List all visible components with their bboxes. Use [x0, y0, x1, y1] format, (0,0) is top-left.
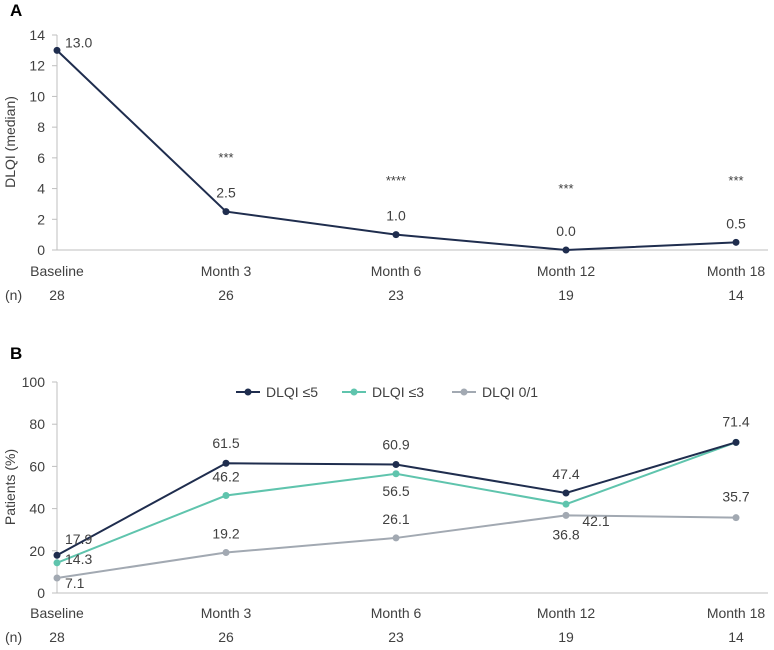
- data-label: 0.5: [726, 215, 746, 231]
- x-tick-label: Baseline: [30, 263, 84, 279]
- n-value: 26: [218, 287, 234, 303]
- n-row-label: (n): [5, 287, 22, 303]
- data-point: [53, 574, 61, 582]
- data-label: 35.7: [722, 489, 749, 505]
- n-value: 23: [388, 287, 404, 303]
- data-label: 2.5: [216, 185, 236, 201]
- y-tick-label: 40: [29, 501, 45, 517]
- panel-label: A: [10, 1, 22, 20]
- x-tick-label: Month 3: [201, 263, 252, 279]
- legend-label: DLQI ≤3: [372, 384, 424, 400]
- data-label: 13.0: [65, 34, 92, 50]
- y-tick-label: 80: [29, 416, 45, 432]
- data-point: [222, 459, 230, 467]
- data-point: [392, 461, 400, 469]
- n-value: 28: [49, 287, 65, 303]
- data-label: 42.1: [582, 513, 609, 529]
- data-label: 46.2: [212, 469, 239, 485]
- data-label: 19.2: [212, 525, 239, 541]
- data-point: [222, 208, 230, 216]
- y-tick-label: 10: [29, 88, 45, 104]
- panel-a-chart: A 0 2 4 6 8 10 12 14 DLQI (median) Baseline Month 3…: [2, 1, 768, 303]
- y-tick-label: 8: [37, 119, 45, 135]
- legend-swatch-marker: [244, 388, 252, 396]
- data-point: [53, 551, 61, 559]
- data-point: [562, 500, 570, 508]
- legend-swatch-marker: [460, 388, 468, 396]
- data-point: [732, 514, 740, 522]
- data-label: 14.3: [65, 551, 92, 567]
- x-tick-label: Month 3: [201, 605, 252, 621]
- data-point: [732, 238, 740, 246]
- significance-marker: ***: [558, 181, 573, 196]
- panel-label: B: [10, 344, 22, 363]
- x-tick-label: Month 6: [371, 263, 422, 279]
- y-tick-label: 12: [29, 58, 45, 74]
- data-point: [392, 470, 400, 478]
- n-value: 14: [728, 629, 744, 645]
- n-value: 28: [49, 629, 65, 645]
- y-tick-label: 4: [37, 181, 45, 197]
- y-axis-title: DLQI (median): [2, 96, 18, 188]
- data-label: 36.8: [552, 526, 579, 542]
- significance-marker: ***: [728, 173, 743, 188]
- data-label: 26.1: [382, 511, 409, 527]
- x-tick-label: Baseline: [30, 605, 84, 621]
- data-point: [222, 548, 230, 556]
- x-tick-label: Month 12: [537, 263, 596, 279]
- data-point: [732, 438, 740, 446]
- series-line: [56, 441, 737, 564]
- data-label: 1.0: [386, 208, 406, 224]
- y-tick-label: 6: [37, 150, 45, 166]
- x-tick-label: Month 18: [707, 605, 766, 621]
- data-point: [562, 246, 570, 254]
- data-label: 17.9: [65, 531, 92, 547]
- data-label: 7.1: [65, 575, 85, 591]
- data-label: 60.9: [382, 437, 409, 453]
- data-point: [392, 231, 400, 239]
- y-tick-label: 0: [37, 242, 45, 258]
- data-label: 47.4: [552, 466, 579, 482]
- n-value: 19: [558, 287, 574, 303]
- legend-swatch-marker: [350, 388, 358, 396]
- data-point: [222, 492, 230, 500]
- n-value: 23: [388, 629, 404, 645]
- y-tick-label: 14: [29, 27, 45, 43]
- y-tick-label: 0: [37, 585, 45, 601]
- n-value: 14: [728, 287, 744, 303]
- data-label: 61.5: [212, 435, 239, 451]
- data-point: [53, 559, 61, 567]
- data-label: 56.5: [382, 483, 409, 499]
- legend-label: DLQI 0/1: [482, 384, 538, 400]
- significance-marker: ****: [386, 173, 406, 188]
- x-tick-label: Month 18: [707, 263, 766, 279]
- data-point: [562, 489, 570, 497]
- significance-marker: ***: [218, 150, 233, 165]
- data-point: [392, 534, 400, 542]
- n-value: 19: [558, 629, 574, 645]
- y-tick-label: 60: [29, 458, 45, 474]
- legend-label: DLQI ≤5: [266, 384, 318, 400]
- n-row-label: (n): [5, 629, 22, 645]
- data-label: 71.4: [722, 413, 749, 429]
- y-axis-title: Patients (%): [2, 449, 18, 525]
- y-tick-label: 20: [29, 543, 45, 559]
- panel-b-chart: B 0 20 40 60 80 100 Patients (%) Baseline Month 3…: [2, 344, 768, 645]
- y-tick-label: 2: [37, 211, 45, 227]
- data-label: 0.0: [556, 223, 576, 239]
- x-tick-label: Month 6: [371, 605, 422, 621]
- data-point: [53, 46, 61, 54]
- x-tick-label: Month 12: [537, 605, 596, 621]
- y-tick-label: 100: [22, 374, 46, 390]
- n-value: 26: [218, 629, 234, 645]
- data-point: [562, 511, 570, 519]
